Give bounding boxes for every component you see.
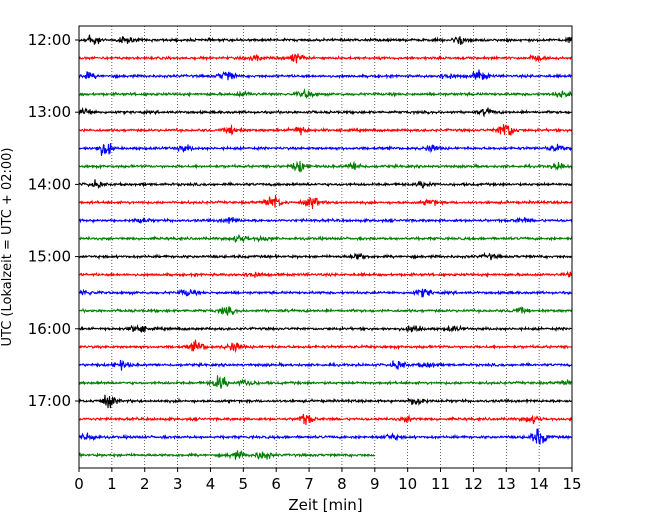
y-tick-label: 15:00 <box>28 248 71 266</box>
x-axis-ticks: 0 1 2 3 4 5 6 7 8 9 10 11 12 13 14 15 <box>74 468 582 493</box>
x-tick-label: 11 <box>431 475 450 493</box>
y-tick-label: 14:00 <box>28 175 71 193</box>
trace-1230 <box>78 69 573 81</box>
x-tick-label: 6 <box>271 475 281 493</box>
y-axis-label: UTC (Lokalzeit = UTC + 02:00) <box>0 148 15 347</box>
x-tick-label: 3 <box>173 475 183 493</box>
y-tick-label: 17:00 <box>28 392 71 410</box>
x-tick-label: 15 <box>562 475 581 493</box>
trace-1330 <box>78 143 573 156</box>
trace-1430 <box>78 216 573 225</box>
trace-1645 <box>78 375 573 389</box>
trace-1245 <box>78 88 573 100</box>
x-tick-label: 14 <box>530 475 549 493</box>
x-tick-label: 9 <box>370 475 380 493</box>
trace-1515 <box>78 270 573 279</box>
x-tick-label: 7 <box>304 475 314 493</box>
trace-1630 <box>78 359 573 371</box>
plot-frame <box>78 25 573 469</box>
trace-1615 <box>78 339 573 354</box>
trace-1600 <box>78 324 573 333</box>
x-tick-label: 8 <box>337 475 347 493</box>
x-tick-label: 5 <box>239 475 249 493</box>
x-tick-label: 12 <box>464 475 483 493</box>
trace-1730 <box>78 428 573 445</box>
y-tick-label: 16:00 <box>28 320 71 338</box>
trace-1300 <box>78 106 573 118</box>
y-tick-label: 13:00 <box>28 103 71 121</box>
trace-1715 <box>78 413 573 426</box>
trace-1415 <box>78 194 573 209</box>
x-tick-label: 10 <box>398 475 417 493</box>
trace-1200 <box>78 34 573 45</box>
y-axis-ticks: 12:00 13:00 14:00 15:00 16:00 17:00 <box>28 31 79 410</box>
traces <box>78 34 573 460</box>
x-tick-label: 2 <box>140 475 150 493</box>
trace-1545 <box>78 306 573 316</box>
trace-1315 <box>78 124 573 136</box>
trace-1500 <box>78 251 573 261</box>
trace-1700 <box>78 394 573 409</box>
trace-1345 <box>78 160 573 173</box>
x-tick-label: 0 <box>74 475 84 493</box>
trace-1400 <box>78 179 573 190</box>
trace-1445 <box>78 233 573 243</box>
trace-1215 <box>78 53 573 64</box>
y-tick-label: 12:00 <box>28 31 71 49</box>
trace-1745 <box>78 450 375 460</box>
x-tick-label: 4 <box>206 475 216 493</box>
trace-1530 <box>78 288 573 298</box>
x-axis-label: Zeit [min] <box>288 496 362 514</box>
x-tick-label: 13 <box>497 475 516 493</box>
x-tick-label: 1 <box>107 475 117 493</box>
